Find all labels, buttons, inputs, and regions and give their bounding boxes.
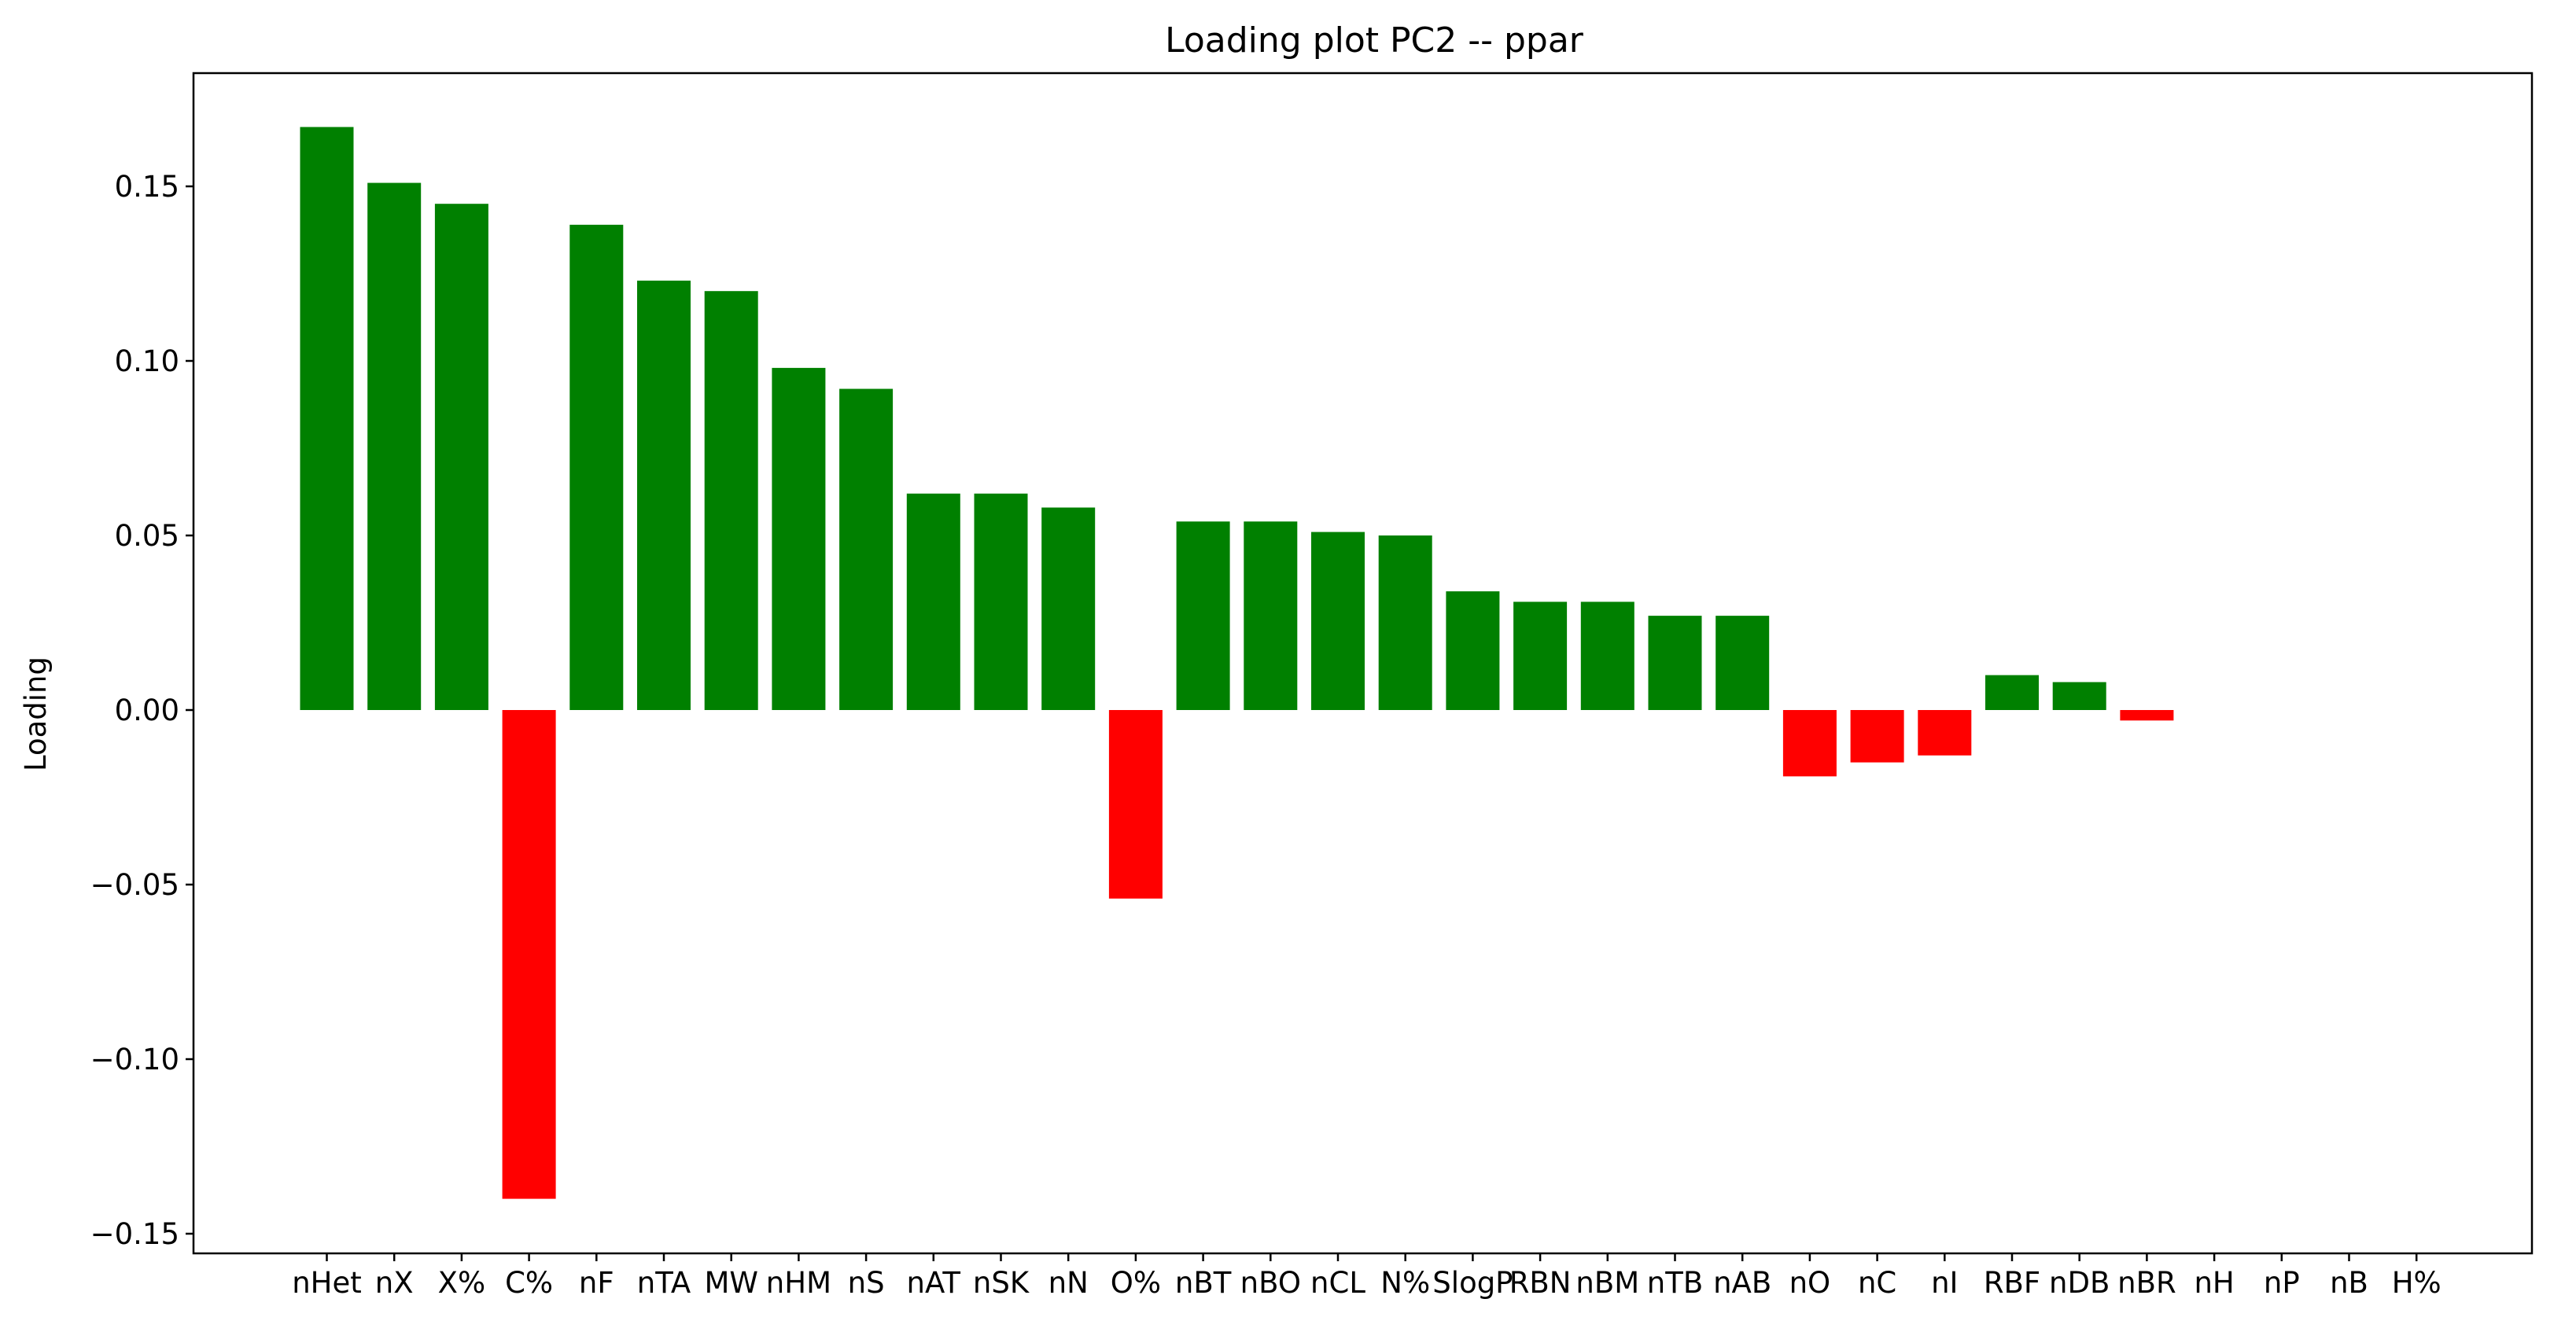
bar-nsk bbox=[974, 493, 1028, 710]
bar-o- bbox=[1108, 710, 1163, 899]
x-tick-label: nN bbox=[1048, 1266, 1089, 1300]
x-tick-label: nS bbox=[848, 1266, 885, 1300]
bar-nhet bbox=[300, 127, 354, 710]
bar-nta bbox=[637, 280, 691, 710]
x-tick-label: nF bbox=[579, 1266, 614, 1300]
x-tick-label: nHM bbox=[766, 1266, 831, 1300]
y-tick-label: 0.10 bbox=[115, 344, 179, 378]
x-tick-label: C% bbox=[505, 1266, 553, 1300]
bars-group bbox=[300, 127, 2174, 1199]
bar-nbm bbox=[1580, 602, 1634, 710]
plot-frame bbox=[192, 72, 2534, 1255]
x-tick-label: MW bbox=[704, 1266, 758, 1300]
bar-n- bbox=[1378, 535, 1432, 710]
y-axis-ticks: −0.15 −0.10 −0.05 0.00 0.05 0.10 0.15 bbox=[90, 170, 193, 1251]
y-tick-label: −0.15 bbox=[90, 1217, 179, 1251]
bar-nx bbox=[367, 182, 422, 710]
x-tick-label: nX bbox=[375, 1266, 414, 1300]
bar-nc bbox=[1850, 710, 1904, 763]
x-tick-label: nC bbox=[1858, 1266, 1896, 1300]
bar-nat bbox=[906, 493, 960, 710]
x-tick-label: nH bbox=[2194, 1266, 2234, 1300]
x-tick-label: nTA bbox=[637, 1266, 691, 1300]
bar-slogp bbox=[1446, 591, 1500, 710]
x-tick-label: nAB bbox=[1713, 1266, 1771, 1300]
bar-nhm bbox=[772, 367, 826, 710]
x-tick-label: RBF bbox=[1984, 1266, 2040, 1300]
bar-nf bbox=[569, 224, 624, 711]
y-axis-label: Loading bbox=[19, 657, 53, 771]
x-tick-label: nBM bbox=[1575, 1266, 1639, 1300]
y-tick-label: −0.05 bbox=[90, 868, 179, 902]
x-tick-label: nTB bbox=[1647, 1266, 1703, 1300]
bar-c- bbox=[502, 710, 556, 1199]
bar-rbf bbox=[1985, 675, 2039, 710]
x-tick-label: X% bbox=[438, 1266, 486, 1300]
x-tick-label: nI bbox=[1931, 1266, 1958, 1300]
x-tick-label: nDB bbox=[2049, 1266, 2110, 1300]
x-tick-label: SlogP bbox=[1432, 1266, 1513, 1300]
y-tick-label: 0.05 bbox=[115, 519, 179, 553]
x-tick-label: nAT bbox=[907, 1266, 961, 1300]
bar-nbr bbox=[2120, 710, 2174, 721]
y-tick-label: −0.10 bbox=[90, 1043, 179, 1076]
x-tick-label: nCL bbox=[1310, 1266, 1365, 1300]
x-tick-label: nBT bbox=[1175, 1266, 1232, 1300]
x-tick-label: H% bbox=[2392, 1266, 2441, 1300]
bar-rbn bbox=[1513, 602, 1568, 710]
bar-no bbox=[1782, 710, 1837, 777]
x-tick-label: nB bbox=[2330, 1266, 2368, 1300]
x-tick-label: O% bbox=[1111, 1266, 1161, 1300]
bar-ns bbox=[839, 388, 894, 710]
x-tick-label: nSK bbox=[973, 1266, 1030, 1300]
bar-nbo bbox=[1244, 521, 1298, 710]
bar-ncl bbox=[1311, 532, 1365, 710]
x-tick-label: nHet bbox=[292, 1266, 362, 1300]
x-tick-label: RBN bbox=[1509, 1266, 1572, 1300]
bar-ntb bbox=[1648, 616, 1702, 710]
chart-title: Loading plot PC2 -- ppar bbox=[1165, 20, 1584, 61]
x-tick-label: nBR bbox=[2117, 1266, 2176, 1300]
bar-nab bbox=[1715, 616, 1770, 710]
x-tick-label: N% bbox=[1380, 1266, 1430, 1300]
x-axis-ticks: nHet nX X% C% nF nTA MW nHM nS nAT nSK nN O% nBT nBO nC… bbox=[292, 1253, 2441, 1300]
bar-nn bbox=[1041, 507, 1096, 710]
x-tick-label: nBO bbox=[1240, 1266, 1301, 1300]
x-tick-label: nP bbox=[2264, 1266, 2300, 1300]
y-tick-label: 0.00 bbox=[115, 694, 179, 727]
x-tick-label: nO bbox=[1789, 1266, 1831, 1300]
y-tick-label: 0.15 bbox=[115, 170, 179, 204]
bar-mw bbox=[704, 291, 758, 710]
bar-ndb bbox=[2052, 682, 2106, 710]
bar-ni bbox=[1918, 710, 1972, 756]
bar-nbt bbox=[1176, 521, 1230, 710]
bar-x- bbox=[434, 204, 488, 710]
